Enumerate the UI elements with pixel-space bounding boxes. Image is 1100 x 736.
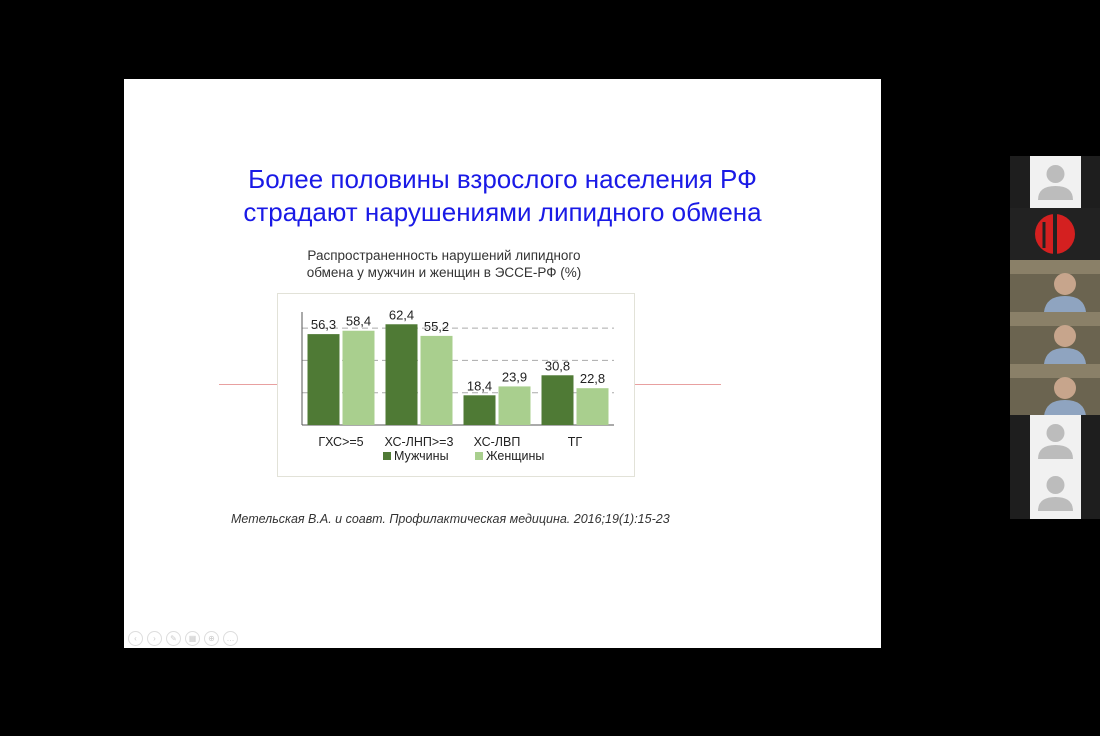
bar xyxy=(420,335,453,425)
participant-tile[interactable] xyxy=(1010,467,1100,519)
divider-line-left xyxy=(219,384,279,385)
legend-swatch xyxy=(383,452,391,460)
bar xyxy=(463,395,496,425)
participant-video-tile[interactable] xyxy=(1010,364,1100,416)
bar-chart-svg: 56,3 58,4 ГХС>=5 62,4 55,2 ХС-ЛНП>=3 18,4 23,9 Х… xyxy=(301,307,614,463)
participants-panel xyxy=(1010,156,1100,519)
bar xyxy=(307,334,340,425)
category-label: ГХС>=5 xyxy=(318,435,363,449)
slide-title-line-2: страдают нарушениями липидного обмена xyxy=(243,197,762,227)
participant-video-tile[interactable] xyxy=(1010,260,1100,312)
chart-subtitle-line-1: Распространенность нарушений липидного xyxy=(307,248,581,263)
previous-icon[interactable]: ‹ xyxy=(128,631,143,646)
bar-chart: 56,3 58,4 ГХС>=5 62,4 55,2 ХС-ЛНП>=3 18,4 23,9 Х… xyxy=(277,293,635,477)
data-label: 56,3 xyxy=(311,317,336,332)
next-icon[interactable]: › xyxy=(147,631,162,646)
data-label: 62,4 xyxy=(389,307,414,322)
organization-logo-icon xyxy=(1032,212,1078,256)
data-label: 30,8 xyxy=(545,358,570,373)
data-label: 23,9 xyxy=(502,369,527,384)
participant-tile[interactable] xyxy=(1010,156,1100,208)
slide-navigation-bar: ‹ › ✎ ▦ ⊕ … xyxy=(128,631,238,646)
participant-video-tile[interactable] xyxy=(1010,312,1100,364)
user-avatar-icon xyxy=(1030,415,1081,467)
category-label: ХС-ЛНП>=3 xyxy=(385,435,454,449)
legend-swatch xyxy=(475,452,483,460)
participant-tile[interactable] xyxy=(1010,415,1100,467)
category-label: ТГ xyxy=(568,435,583,449)
data-label: 22,8 xyxy=(580,371,605,386)
legend-label: Женщины xyxy=(486,449,544,463)
legend-label: Мужчины xyxy=(394,449,449,463)
data-label: 58,4 xyxy=(346,314,371,329)
data-label: 55,2 xyxy=(424,319,449,334)
user-avatar-icon xyxy=(1030,467,1081,519)
chart-subtitle-line-2: обмена у мужчин и женщин в ЭССЕ-РФ (%) xyxy=(306,265,582,280)
divider-line-right xyxy=(633,384,721,385)
participant-video-icon xyxy=(1010,260,1100,312)
slide-title: Более половины взрослого населения РФ ст… xyxy=(124,163,881,229)
slides-icon[interactable]: ▦ xyxy=(185,631,200,646)
bar xyxy=(576,388,609,425)
bar xyxy=(498,386,531,425)
data-label: 18,4 xyxy=(467,378,492,393)
participant-tile[interactable] xyxy=(1010,208,1100,260)
chart-subtitle: Распространенность нарушений липидного о… xyxy=(279,247,609,281)
zoom-icon[interactable]: ⊕ xyxy=(204,631,219,646)
participant-video-icon xyxy=(1010,312,1100,364)
slide-title-line-1: Более половины взрослого населения РФ xyxy=(248,164,757,194)
participant-video-icon xyxy=(1010,364,1100,416)
bar xyxy=(342,330,375,425)
category-label: ХС-ЛВП xyxy=(474,435,521,449)
user-avatar-icon xyxy=(1030,156,1081,208)
more-icon[interactable]: … xyxy=(223,631,238,646)
pen-icon[interactable]: ✎ xyxy=(166,631,181,646)
bar xyxy=(541,375,574,425)
bar xyxy=(385,324,418,425)
presentation-slide: Более половины взрослого населения РФ ст… xyxy=(124,79,881,648)
citation: Метельская В.А. и соавт. Профилактическа… xyxy=(231,512,670,526)
